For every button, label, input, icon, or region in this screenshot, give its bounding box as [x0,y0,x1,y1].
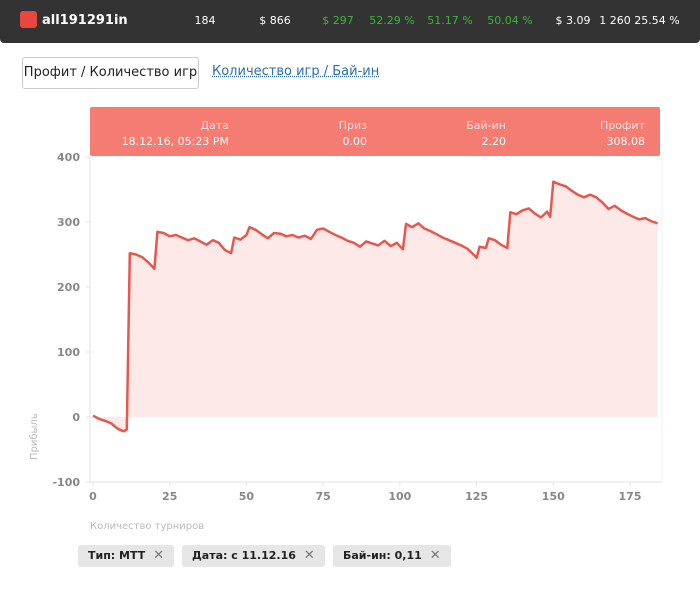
x-axis-title: Количество турниров [90,521,204,532]
filter-chip[interactable]: Дата: с 11.12.16 ✕ [182,545,325,567]
tooltip-label: Профит [600,119,645,132]
remove-icon[interactable]: ✕ [303,548,315,563]
tooltip-value: 308.08 [606,135,646,148]
x-tick-label: 100 [388,490,411,503]
tooltip-label: Дата [200,119,229,132]
filter-chip[interactable]: Тип: MTT ✕ [78,545,175,567]
header-stat: 50.04 % [487,14,533,27]
y-tick-label: 200 [57,281,80,294]
header-stat: $ 3.09 [555,14,591,27]
chart: -100 0 100 200 300 400 0 25 50 75 100 125 150 175 Приб… [29,151,663,532]
tooltip-label: Бай-ин [466,119,506,132]
y-axis-title: Прибыль [29,413,40,460]
tooltip-label: Приз [338,119,367,132]
remove-icon[interactable]: ✕ [153,548,165,563]
remove-icon[interactable]: ✕ [429,548,441,563]
player-name: all191291in [42,13,128,28]
x-tick-label: 150 [542,490,565,503]
x-tick-label: 125 [465,490,488,503]
header-bar: all191291in 184 $ 866 $ 297 52.29 % 51.17 % 5… [0,0,700,43]
y-tick-label: 300 [57,216,80,229]
tab-link[interactable]: Количество игр / Бай-ин [212,64,380,79]
filter-text: Дата: с 11.12.16 [192,549,296,562]
area-fill [93,181,658,432]
header-stat: 25.54 % [634,14,680,27]
header-stat: 51.17 % [427,14,473,27]
filter-text: Тип: MTT [88,549,146,562]
filter-chip[interactable]: Бай-ин: 0,11 ✕ [333,545,451,567]
tooltip: Дата 18.12.16, 05:23 PM Приз 0.00 Бай-ин 2.20… [90,107,660,156]
x-tick-label: 0 [89,490,97,503]
header-stat: 52.29 % [369,14,415,27]
tab-active[interactable]: Профит / Количество игр [22,57,199,89]
header-stat: 1 260 [599,14,631,27]
tooltip-value: 18.12.16, 05:23 PM [121,135,229,148]
header-stat: 184 [194,14,216,27]
header-stat: $ 866 [259,14,291,27]
filter-text: Бай-ин: 0,11 [343,549,422,562]
header-stat: $ 297 [322,14,354,27]
line [92,180,658,433]
y-tick-label: -100 [52,476,80,489]
tooltip-value: 2.20 [481,135,507,148]
logo-icon [20,11,37,28]
y-tick-label: 100 [57,346,80,359]
x-tick-label: 25 [162,490,177,503]
y-tick-label: 0 [72,411,80,424]
x-tick-label: 75 [315,490,330,503]
y-tick-label: 400 [57,151,80,164]
x-tick-label: 175 [619,490,642,503]
x-tick-label: 50 [239,490,255,503]
tooltip-value: 0.00 [342,135,368,148]
